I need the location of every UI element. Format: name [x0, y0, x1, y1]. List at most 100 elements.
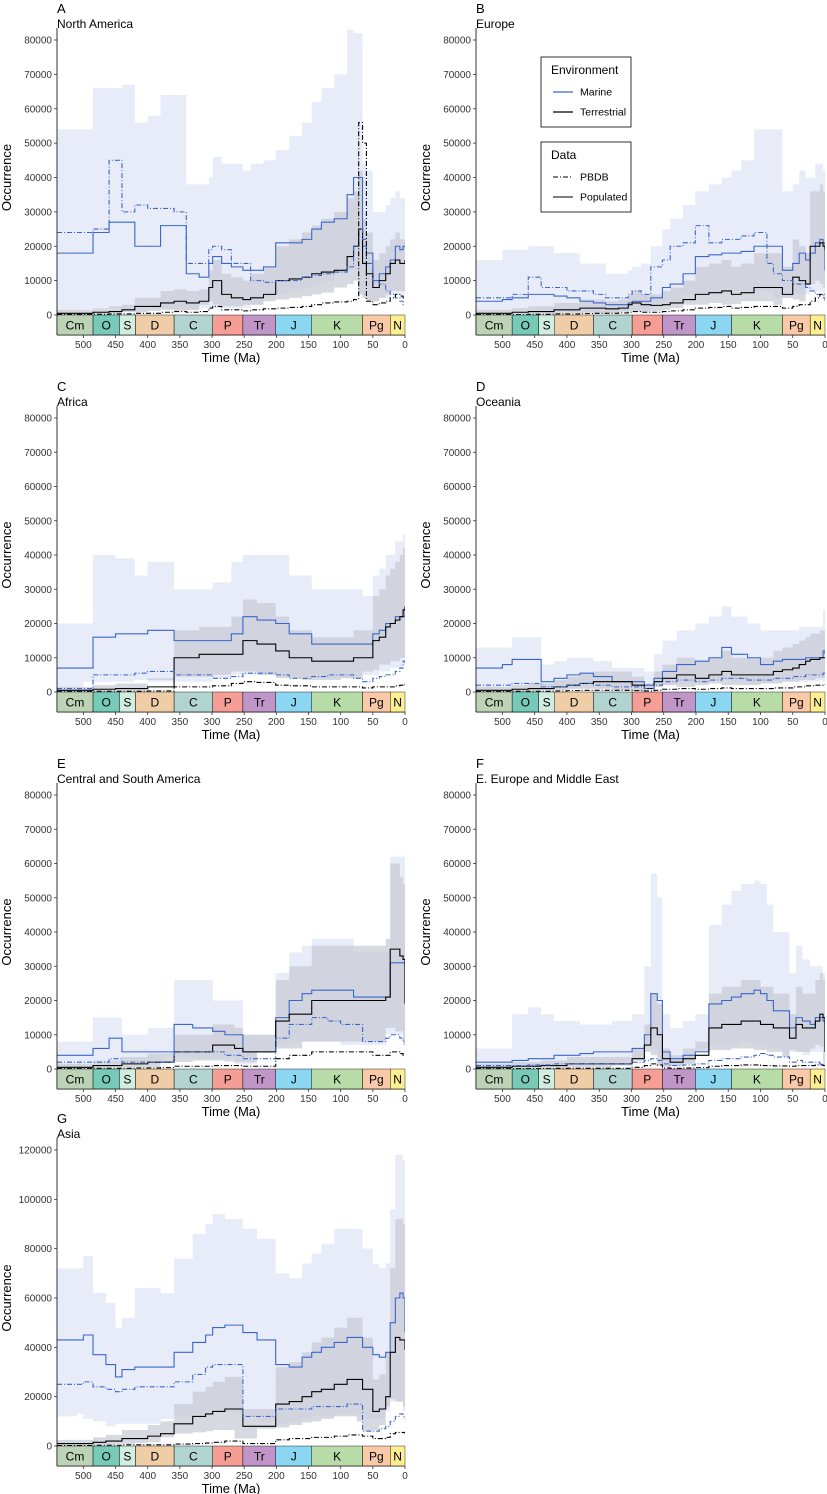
x-tick-label: 100	[752, 340, 769, 351]
period-label: Pg	[369, 319, 384, 333]
series-line-marine-populated	[476, 238, 825, 306]
panel-letter: D	[476, 379, 485, 394]
period-label: J	[710, 319, 716, 333]
period-label: K	[333, 1450, 341, 1464]
band-marine-populated	[476, 129, 825, 313]
band-terrestrial-populated	[57, 863, 405, 1069]
y-tick-label: 0	[46, 688, 52, 699]
period-label: N	[393, 1450, 402, 1464]
x-tick-label: 150	[720, 717, 737, 728]
y-axis-title: Occurrence	[418, 898, 433, 965]
y-tick-label: 80000	[24, 414, 52, 425]
x-tick-label: 150	[720, 1094, 737, 1105]
panel-letter: G	[57, 1111, 67, 1126]
x-tick-label: 150	[300, 1094, 317, 1105]
period-label: N	[813, 1073, 822, 1087]
y-axis-title: Occurrence	[418, 521, 433, 588]
period-label: Pg	[789, 696, 804, 710]
y-tick-label: 70000	[24, 825, 52, 836]
y-tick-label: 20000	[443, 996, 471, 1007]
period-label: J	[291, 1073, 297, 1087]
series-line-marine-populated	[57, 176, 405, 282]
y-tick-label: 0	[465, 311, 471, 322]
period-label: Tr	[254, 696, 265, 710]
period-label: P	[224, 696, 232, 710]
plot-area	[476, 606, 825, 692]
legend-data-title: Data	[551, 148, 577, 162]
series-line-marine-populated	[57, 609, 405, 669]
x-axis-title: Time (Ma)	[621, 1104, 680, 1119]
y-tick-label: 0	[465, 1065, 471, 1076]
y-tick-label: 40000	[24, 551, 52, 562]
period-label: P	[643, 319, 651, 333]
x-tick-label: 50	[367, 1471, 379, 1482]
x-tick-label: 0	[822, 1094, 827, 1105]
y-axis-title: Occurrence	[418, 144, 433, 211]
x-tick-label: 450	[107, 1471, 124, 1482]
x-tick-label: 350	[591, 717, 608, 728]
band-terrestrial-populated	[57, 541, 405, 692]
y-tick-label: 20000	[24, 996, 52, 1007]
x-tick-label: 400	[139, 1094, 156, 1105]
y-tick-label: 0	[46, 1065, 52, 1076]
y-tick-label: 40000	[443, 551, 471, 562]
period-label: D	[150, 1450, 159, 1464]
y-tick-label: 50000	[443, 139, 471, 150]
band-terrestrial-populated	[476, 184, 825, 315]
x-tick-label: 500	[75, 717, 92, 728]
period-label: S	[123, 1073, 131, 1087]
period-box	[390, 1445, 406, 1467]
period-label: Tr	[673, 696, 684, 710]
panel-d: DOceania01000020000300004000050000600007…	[418, 379, 827, 742]
period-label: O	[102, 1450, 111, 1464]
y-tick-label: 20000	[24, 619, 52, 630]
band-terrestrial-populated	[57, 170, 405, 315]
series-line-terrestrial-populated	[57, 1336, 405, 1445]
y-tick-label: 0	[465, 688, 471, 699]
series-line-terrestrial-pbdb	[57, 1051, 405, 1069]
y-tick-label: 80000	[24, 791, 52, 802]
period-label: N	[813, 319, 822, 333]
panel-letter: E	[57, 756, 66, 771]
period-label: Tr	[673, 1073, 684, 1087]
x-tick-label: 150	[300, 340, 317, 351]
period-label: K	[753, 696, 761, 710]
series-line-terrestrial-pbdb	[476, 683, 825, 692]
y-tick-label: 80000	[24, 1244, 52, 1255]
legend-label-populated: Populated	[580, 192, 627, 204]
period-label: Tr	[673, 319, 684, 333]
panel-title: Europe	[476, 17, 515, 31]
period-label: D	[150, 1073, 159, 1087]
series-line-marine-pbdb	[57, 1364, 405, 1432]
panel-c: CAfrica010000200003000040000500006000070…	[0, 379, 408, 742]
period-label: O	[521, 1073, 530, 1087]
x-tick-label: 200	[268, 717, 285, 728]
y-tick-label: 20000	[24, 242, 52, 253]
period-label: K	[333, 319, 341, 333]
x-tick-label: 100	[752, 1094, 769, 1105]
period-label: J	[291, 696, 297, 710]
period-box	[809, 314, 826, 336]
period-label: Pg	[789, 1073, 804, 1087]
x-tick-label: 450	[526, 340, 543, 351]
period-label: D	[150, 696, 159, 710]
period-label: J	[710, 1073, 716, 1087]
y-tick-label: 60000	[24, 1294, 52, 1305]
x-tick-label: 0	[402, 1471, 408, 1482]
plot-area	[476, 873, 825, 1069]
y-tick-label: 30000	[443, 962, 471, 973]
series-line-terrestrial-pbdb	[57, 681, 405, 692]
y-tick-label: 0	[46, 311, 52, 322]
period-box	[809, 1068, 826, 1090]
x-tick-label: 0	[822, 340, 827, 351]
x-tick-label: 300	[623, 340, 640, 351]
period-label: N	[393, 319, 402, 333]
x-tick-label: 250	[236, 340, 253, 351]
y-tick-label: 80000	[24, 36, 52, 47]
x-tick-label: 400	[139, 1471, 156, 1482]
x-tick-label: 250	[236, 1094, 253, 1105]
period-box	[809, 691, 826, 713]
x-tick-label: 500	[494, 717, 511, 728]
